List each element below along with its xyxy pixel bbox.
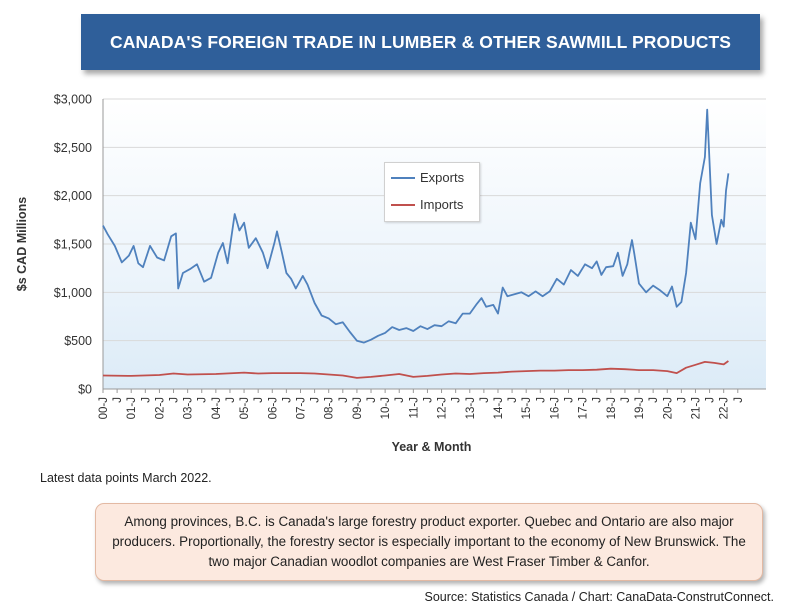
x-tick-label: 12-J xyxy=(437,397,449,419)
x-tick-label: J xyxy=(366,397,378,403)
x-tick-label: J xyxy=(225,397,237,403)
x-tick-label: J xyxy=(253,397,265,403)
callout-text: Among provinces, B.C. is Canada's large … xyxy=(112,514,746,569)
x-tick-label: J xyxy=(197,397,209,403)
series-line-imports xyxy=(102,360,729,379)
x-tick-label: 14-J xyxy=(493,397,505,419)
y-axis-title: $s CAD Millions xyxy=(15,197,29,292)
y-tick-label: $0 xyxy=(78,383,92,397)
x-tick-label: 00-J xyxy=(98,397,110,419)
x-tick-label: J xyxy=(733,397,745,403)
x-tick-label: 16-J xyxy=(549,397,561,419)
x-tick-label: 04-J xyxy=(211,397,223,419)
x-tick-label: J xyxy=(112,397,124,403)
legend-item-imports: Imports xyxy=(391,197,463,212)
x-tick-label: 09-J xyxy=(352,397,364,419)
x-tick-label: 20-J xyxy=(662,397,674,419)
legend-swatch-imports xyxy=(391,203,415,206)
x-tick-label: 07-J xyxy=(295,397,307,419)
y-tick-label: $1,500 xyxy=(54,238,92,252)
x-tick-label: J xyxy=(394,397,406,403)
x-tick-label: 10-J xyxy=(380,397,392,419)
chart-title: CANADA'S FOREIGN TRADE IN LUMBER & OTHER… xyxy=(81,14,760,70)
y-tick-label: $2,500 xyxy=(54,141,92,155)
x-tick-label: 06-J xyxy=(267,397,279,419)
x-tick-label: J xyxy=(620,397,632,403)
y-tick-label: $3,000 xyxy=(54,93,92,107)
source-note: Source: Statistics Canada / Chart: CanaD… xyxy=(424,590,774,604)
x-tick-label: 13-J xyxy=(465,397,477,419)
x-tick-label: 03-J xyxy=(183,397,195,419)
x-tick-label: J xyxy=(169,397,181,403)
x-tick-label: 15-J xyxy=(521,397,533,419)
callout-box: Among provinces, B.C. is Canada's large … xyxy=(95,503,763,581)
legend: Exports Imports xyxy=(384,162,480,222)
legend-swatch-exports xyxy=(391,176,415,179)
x-tick-label: J xyxy=(338,397,350,403)
x-tick-label: J xyxy=(535,397,547,403)
footnote: Latest data points March 2022. xyxy=(40,471,212,485)
series-line-exports xyxy=(102,108,730,344)
x-tick-label: 02-J xyxy=(154,397,166,419)
y-tick-label: $2,000 xyxy=(54,189,92,203)
x-tick-label: 01-J xyxy=(126,397,138,419)
x-tick-label: J xyxy=(451,397,463,403)
x-tick-label: J xyxy=(281,397,293,403)
x-tick-label: J xyxy=(140,397,152,403)
y-tick-label: $1,000 xyxy=(54,286,92,300)
x-tick-label: J xyxy=(507,397,519,403)
x-tick-label: 21-J xyxy=(690,397,702,419)
x-tick-label: J xyxy=(564,397,576,403)
y-tick-label: $500 xyxy=(64,334,92,348)
legend-label-exports: Exports xyxy=(420,170,465,185)
x-tick-label: 17-J xyxy=(578,397,590,419)
x-tick-label: 11-J xyxy=(408,397,420,419)
x-axis-title: Year & Month xyxy=(392,440,472,454)
legend-label-imports: Imports xyxy=(420,197,464,212)
x-tick-label: 05-J xyxy=(239,397,251,419)
legend-item-exports: Exports xyxy=(391,170,464,185)
x-tick-label: J xyxy=(592,397,604,403)
x-tick-label: J xyxy=(648,397,660,403)
x-tick-label: 19-J xyxy=(634,397,646,419)
x-tick-label: 22-J xyxy=(719,397,731,419)
x-tick-label: 08-J xyxy=(324,397,336,419)
x-tick-label: J xyxy=(705,397,717,403)
x-tick-label: 18-J xyxy=(606,397,618,419)
x-tick-label: J xyxy=(676,397,688,403)
x-tick-label: J xyxy=(479,397,491,403)
x-tick-label: J xyxy=(422,397,434,403)
x-tick-label: J xyxy=(310,397,322,403)
